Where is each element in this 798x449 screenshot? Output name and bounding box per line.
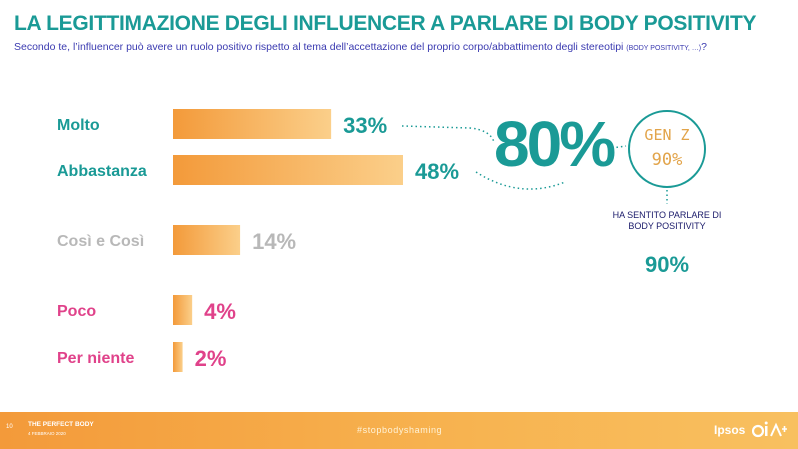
page-subtitle: Secondo te, l’influencer può avere un ru… xyxy=(14,41,794,53)
category-label-0: Molto xyxy=(57,117,100,134)
subtitle-end: ? xyxy=(701,41,707,53)
value-label-0: 33% xyxy=(343,113,387,138)
total-positive-value: 80% xyxy=(494,108,616,180)
aware-text: HA SENTITO PARLARE DI BODY POSITIVITY xyxy=(612,210,722,231)
genz-label: GEN Z xyxy=(644,126,690,144)
value-label-3: 4% xyxy=(204,299,236,324)
subtitle-text: Secondo te, l’influencer può avere un ru… xyxy=(14,41,624,53)
category-label-4: Per niente xyxy=(57,350,134,367)
category-label-1: Abbastanza xyxy=(57,163,147,180)
aware-value: 90% xyxy=(644,252,690,277)
genz-value: 90% xyxy=(651,150,683,170)
bar-2 xyxy=(173,225,241,255)
connector-dots-abbastanza xyxy=(475,171,566,190)
page-title: LA LEGITTIMAZIONE DEGLI INFLUENCER A PAR… xyxy=(14,12,757,35)
partner-logo-icon xyxy=(752,421,787,438)
value-label-2: 14% xyxy=(252,229,296,254)
genz-circle: GEN Z 90% xyxy=(628,110,706,188)
bar-4 xyxy=(173,342,183,372)
category-label-3: Poco xyxy=(57,303,96,320)
footer-hashtag: #stopbodyshaming xyxy=(357,425,443,435)
bars-group: Molto 33% Abbastanza 48% Così e Così 14% Poco 4… xyxy=(57,109,459,372)
value-label-4: 2% xyxy=(195,346,227,371)
footer-bar: 10 THE PERFECT BODY 4 FEBBRAIO 2020 #sto… xyxy=(0,412,798,449)
bar-3 xyxy=(173,295,193,325)
subtitle-small: (BODY POSITIVITY, …) xyxy=(626,45,702,52)
value-label-1: 48% xyxy=(415,159,459,184)
bar-1 xyxy=(173,155,403,185)
bar-0 xyxy=(173,109,332,139)
page-number: 10 xyxy=(6,424,13,430)
bar-chart: Molto 33% Abbastanza 48% Così e Così 14% Poco 4… xyxy=(57,109,668,372)
ipsos-logo: Ipsos xyxy=(714,423,746,437)
footer-date: 4 FEBBRAIO 2020 xyxy=(28,431,66,436)
connector-dots-molto xyxy=(401,125,495,143)
footer-brand: THE PERFECT BODY xyxy=(28,421,94,428)
category-label-2: Così e Così xyxy=(57,233,144,250)
connector-dots-genz xyxy=(611,145,627,149)
